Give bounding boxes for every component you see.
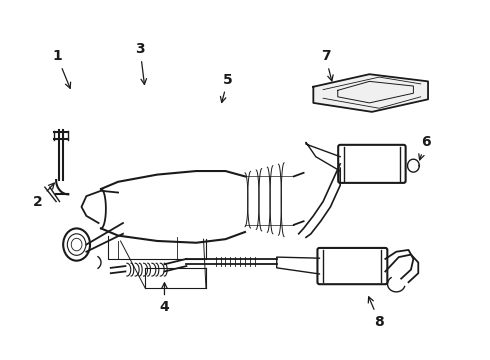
Text: 3: 3	[135, 42, 147, 84]
Text: 4: 4	[160, 283, 170, 314]
Text: 2: 2	[33, 183, 54, 208]
Text: 7: 7	[321, 49, 333, 81]
Polygon shape	[313, 74, 428, 112]
Text: 1: 1	[52, 49, 71, 88]
Text: 8: 8	[368, 297, 384, 329]
Text: 6: 6	[419, 135, 430, 160]
Text: 5: 5	[220, 73, 233, 103]
